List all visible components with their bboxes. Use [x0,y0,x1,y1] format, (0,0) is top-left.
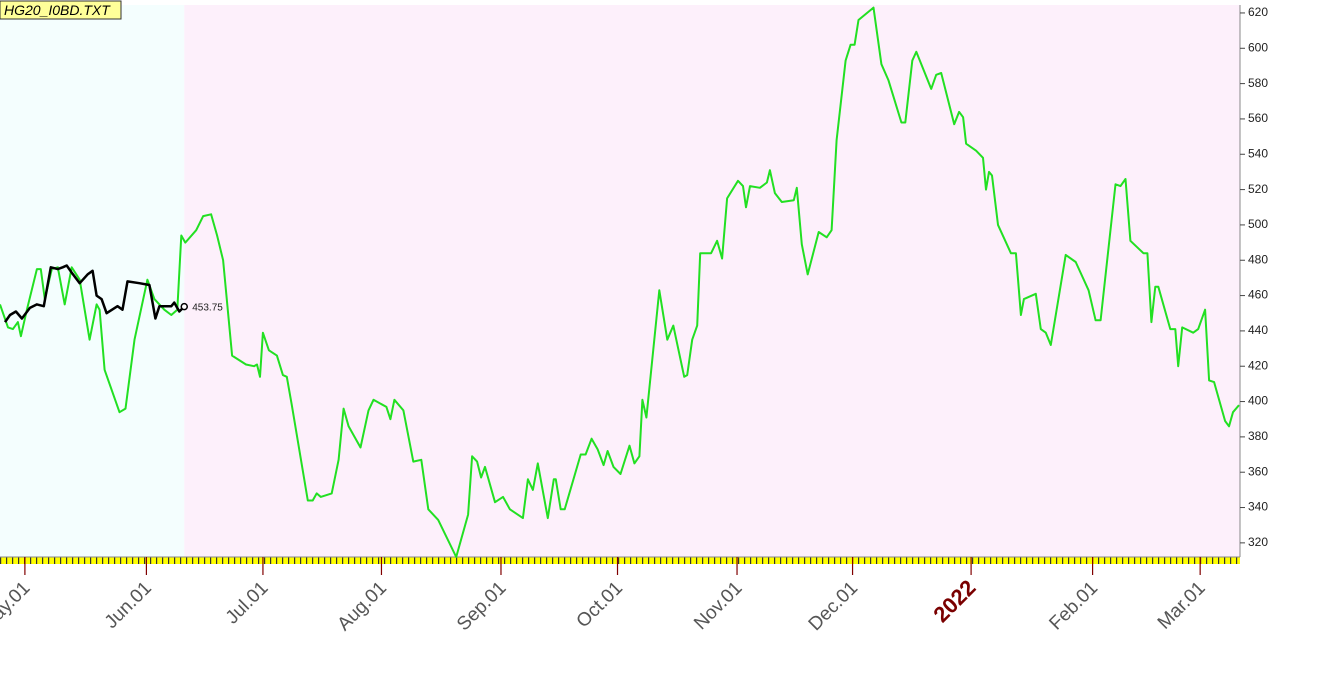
y-tick-label: 440 [1248,323,1268,337]
x-tick-label: Feb.01 [1045,578,1102,635]
x-tick-label: 2022 [928,575,980,627]
last-value-label: 453.75 [192,302,223,313]
x-tick-label: Dec.01 [805,578,862,635]
x-tick-label: Jul.01 [222,578,273,629]
last-point [180,302,189,311]
y-tick-label: 400 [1248,394,1268,408]
region [0,5,185,557]
x-tick-label: Oct.01 [573,578,627,632]
y-tick-label: 340 [1248,500,1268,514]
y-tick-label: 360 [1248,464,1268,478]
x-tick-label: Aug.01 [334,578,391,635]
x-tick-label: Jun.01 [101,578,156,633]
y-tick-label: 620 [1248,5,1268,19]
x-tick-label: Nov.01 [690,578,746,634]
y-tick-label: 320 [1248,535,1268,549]
y-tick-label: 520 [1248,182,1268,196]
x-tick-label: Sep.01 [453,578,510,635]
series-line [0,6,1240,558]
chart-title: HG20_I0BD.TXT [4,2,111,18]
x-tick-label: May.01 [0,578,34,636]
y-tick-label: 500 [1248,217,1268,231]
title-box [0,0,122,20]
x-tick-label: Mar.01 [1154,578,1210,634]
y-tick-label: 580 [1248,76,1268,90]
y-tick-label: 540 [1248,146,1268,160]
region [184,5,1240,557]
series-line [3,264,186,323]
day-ticks [0,557,1240,564]
y-tick-label: 460 [1248,288,1268,302]
y-tick-label: 600 [1248,40,1268,54]
y-tick-label: 560 [1248,111,1268,125]
y-tick-label: 480 [1248,252,1268,266]
y-tick-label: 380 [1248,429,1268,443]
y-tick-label: 420 [1248,358,1268,372]
